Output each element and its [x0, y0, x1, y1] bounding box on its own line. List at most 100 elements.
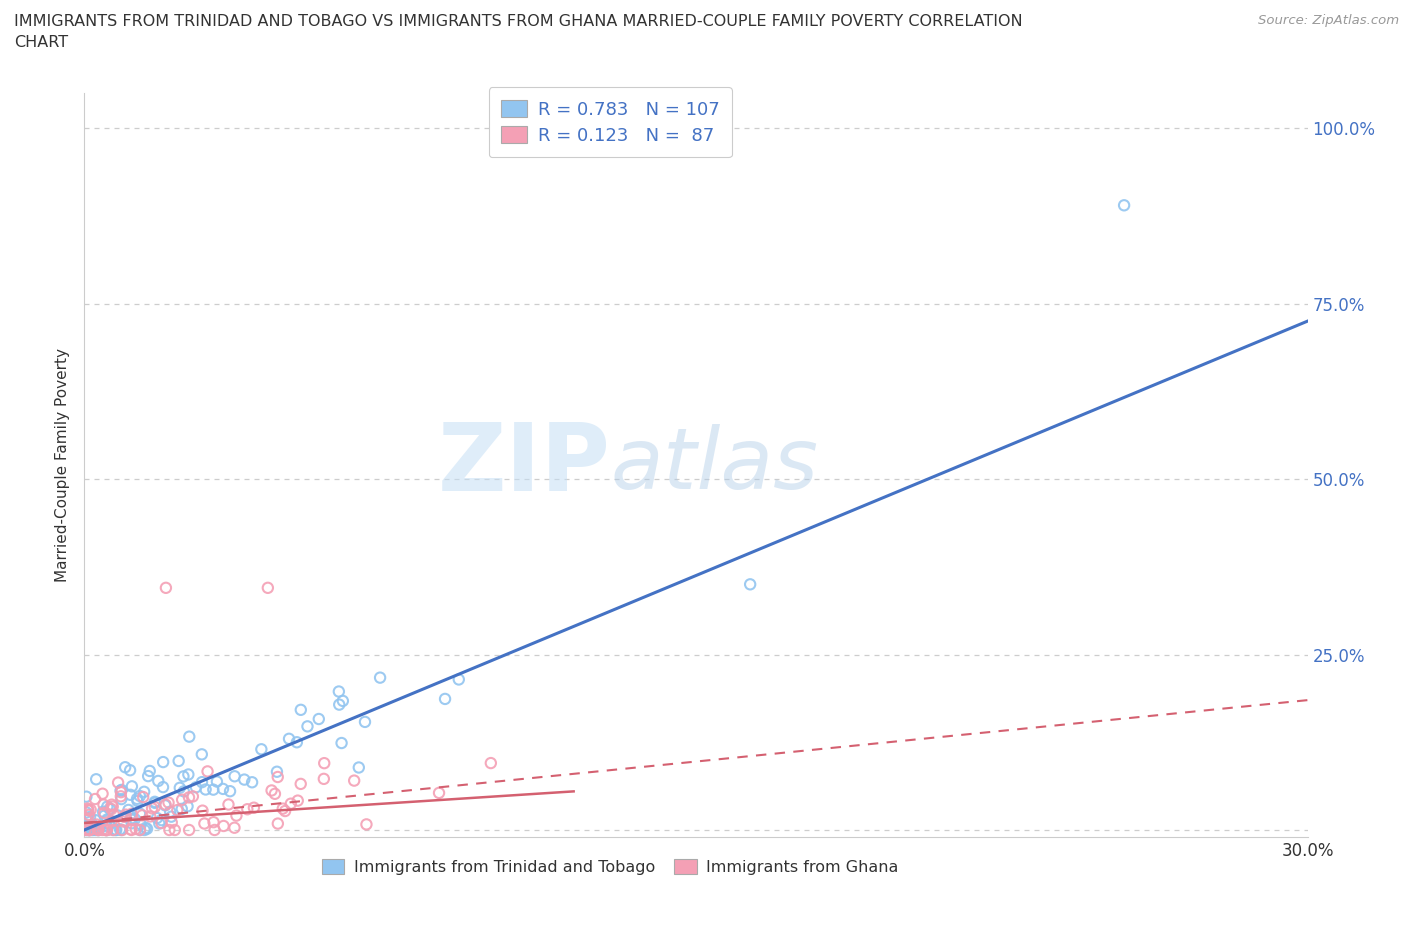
Point [120, 812, 142, 827]
Point [117, 803, 139, 817]
Point [79, 803, 101, 817]
Point [93, 797, 115, 812]
Point [143, 794, 166, 809]
Point [166, 803, 188, 817]
Point [143, 795, 166, 810]
Point [172, 769, 194, 784]
Point [217, 797, 239, 812]
Point [128, 822, 150, 837]
Point [103, 807, 125, 822]
Point [98, 817, 121, 831]
Point [100, 802, 122, 817]
Point [77, 822, 100, 837]
Point [233, 772, 256, 787]
Point [103, 822, 125, 837]
Point [110, 822, 132, 837]
Point [267, 769, 290, 784]
Point [121, 822, 143, 837]
Point [75, 790, 97, 804]
Point [160, 809, 183, 824]
Point [278, 731, 301, 746]
Point [297, 719, 319, 734]
Point [197, 764, 219, 778]
Point [152, 754, 174, 769]
Point [76, 803, 98, 817]
Point [157, 795, 180, 810]
Point [740, 577, 762, 591]
Point [224, 820, 246, 835]
Point [184, 780, 207, 795]
Point [236, 802, 259, 817]
Point [135, 820, 157, 835]
Point [114, 807, 136, 822]
Point [112, 809, 135, 824]
Point [129, 806, 152, 821]
Point [267, 817, 290, 831]
Point [108, 822, 131, 837]
Point [347, 760, 370, 775]
Point [152, 779, 174, 794]
Point [312, 771, 335, 786]
Point [124, 812, 146, 827]
Point [173, 784, 195, 799]
Point [1114, 198, 1136, 213]
Point [139, 809, 162, 824]
Point [143, 800, 166, 815]
Point [120, 788, 142, 803]
Point [160, 815, 183, 830]
Point [202, 815, 225, 830]
Point [146, 811, 169, 826]
Point [80, 822, 103, 837]
Point [354, 714, 377, 729]
Point [434, 692, 457, 707]
Point [131, 808, 153, 823]
Point [96, 812, 118, 827]
Point [84, 813, 107, 828]
Point [79, 810, 101, 825]
Point [91, 804, 114, 819]
Point [129, 822, 152, 837]
Point [181, 789, 204, 804]
Point [266, 764, 288, 779]
Point [155, 580, 177, 595]
Point [202, 782, 225, 797]
Text: ZIP: ZIP [437, 419, 610, 511]
Point [89, 820, 111, 835]
Point [86, 822, 108, 837]
Point [96, 799, 118, 814]
Point [87, 822, 110, 837]
Point [94, 822, 117, 837]
Point [479, 756, 502, 771]
Point [191, 775, 214, 790]
Point [205, 774, 228, 789]
Point [191, 804, 214, 818]
Point [94, 822, 117, 837]
Point [96, 818, 118, 833]
Legend: Immigrants from Trinidad and Tobago, Immigrants from Ghana: Immigrants from Trinidad and Tobago, Imm… [315, 852, 905, 881]
Point [77, 822, 100, 837]
Point [260, 783, 283, 798]
Point [170, 802, 193, 817]
Point [107, 775, 129, 790]
Point [290, 702, 312, 717]
Point [82, 817, 104, 832]
Point [274, 804, 297, 818]
Point [129, 817, 152, 831]
Point [427, 786, 450, 801]
Point [96, 822, 118, 837]
Point [114, 809, 136, 824]
Point [125, 791, 148, 806]
Point [125, 821, 148, 836]
Point [76, 818, 98, 833]
Point [110, 782, 132, 797]
Text: IMMIGRANTS FROM TRINIDAD AND TOBAGO VS IMMIGRANTS FROM GHANA MARRIED-COUPLE FAMI: IMMIGRANTS FROM TRINIDAD AND TOBAGO VS I… [14, 14, 1022, 29]
Point [243, 800, 266, 815]
Point [87, 822, 110, 837]
Point [159, 804, 181, 819]
Point [356, 817, 378, 831]
Point [132, 790, 155, 804]
Point [79, 822, 101, 837]
Point [219, 784, 242, 799]
Point [153, 798, 176, 813]
Point [330, 736, 353, 751]
